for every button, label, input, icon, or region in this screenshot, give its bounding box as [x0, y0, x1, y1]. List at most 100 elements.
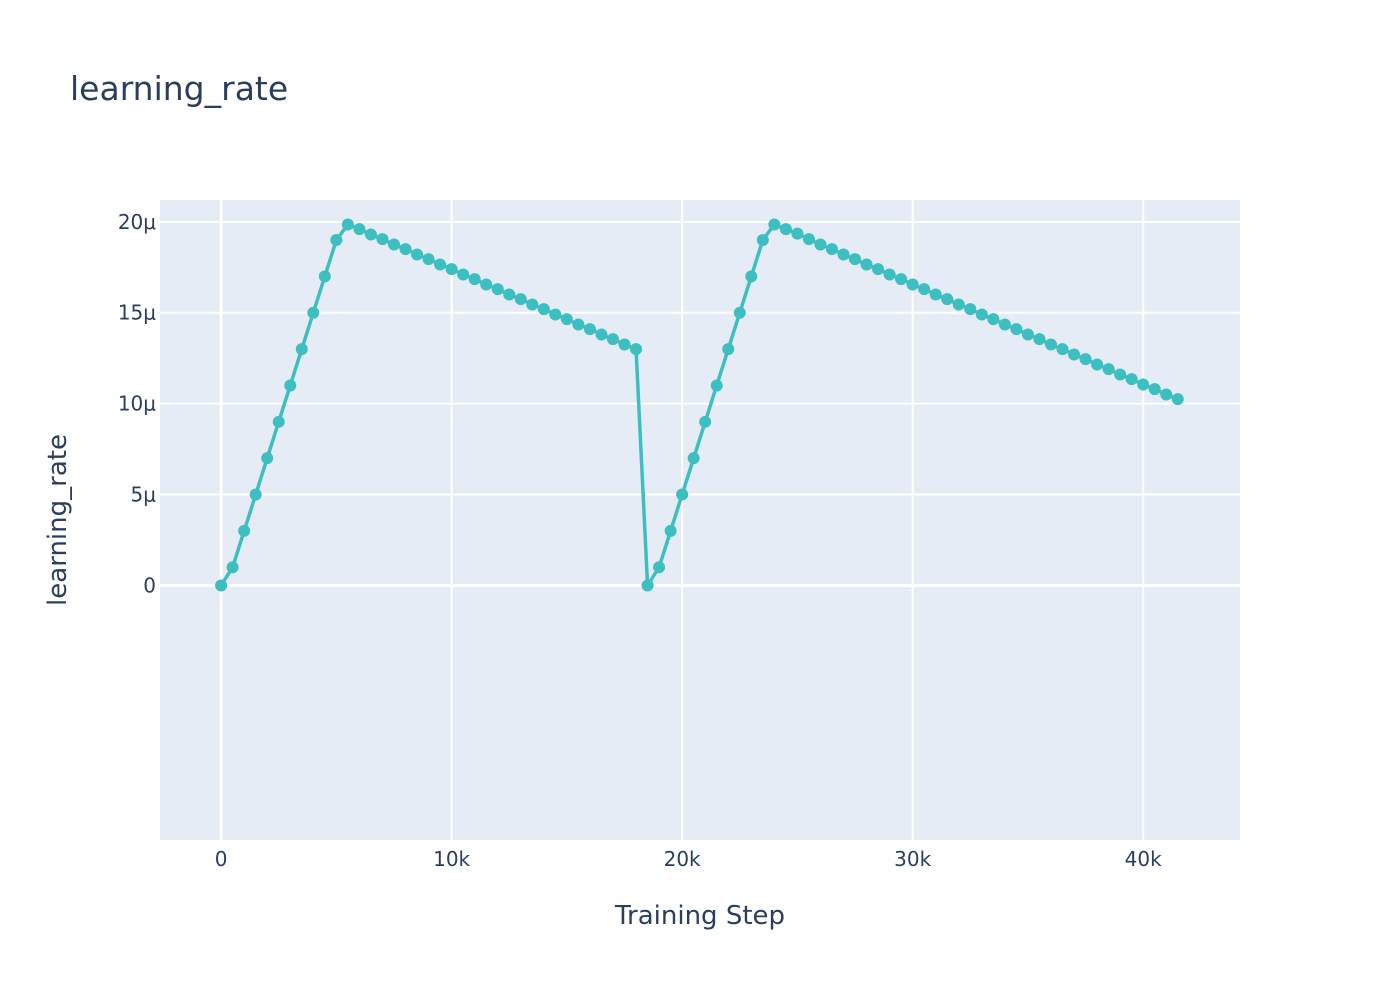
y-axis-title: learning_rate [43, 434, 73, 606]
data-point [399, 243, 412, 256]
data-point [422, 253, 435, 266]
data-point [964, 303, 977, 316]
data-point [872, 263, 885, 276]
data-point [918, 283, 931, 296]
data-point [733, 306, 746, 319]
y-tick-label: 10μ [118, 392, 156, 416]
data-point [849, 253, 862, 266]
data-point [560, 313, 573, 326]
data-point [353, 223, 366, 236]
data-point [906, 278, 919, 291]
data-point [825, 243, 838, 256]
data-point [653, 561, 666, 574]
data-point [1171, 393, 1184, 406]
data-point [457, 268, 470, 281]
data-point [480, 278, 493, 291]
data-point [330, 234, 343, 246]
y-tick-label: 15μ [118, 301, 156, 325]
data-point [1079, 353, 1092, 366]
y-tick-label: 5μ [131, 483, 157, 507]
data-point [572, 318, 585, 331]
data-point [779, 223, 792, 236]
data-point [284, 379, 297, 392]
data-point [895, 273, 908, 286]
data-point [699, 415, 712, 428]
data-point [549, 308, 562, 321]
data-point [952, 298, 965, 311]
data-point [998, 318, 1011, 331]
data-point [676, 488, 689, 501]
chart-title: learning_rate [70, 69, 288, 108]
data-point [860, 258, 873, 271]
data-series [215, 218, 1184, 592]
data-point [491, 283, 504, 296]
data-point [307, 306, 320, 319]
data-point [514, 293, 527, 306]
data-point [929, 288, 942, 301]
tick-labels: 0 10k 20k 30k 40k 0 5μ 10μ 15μ 20μ [118, 210, 1162, 871]
data-point [318, 270, 331, 283]
data-point [376, 233, 389, 246]
data-point [341, 218, 354, 231]
data-point [537, 303, 550, 316]
data-point [1114, 368, 1127, 381]
data-point [1021, 328, 1034, 341]
data-point [941, 293, 954, 306]
data-point [802, 233, 815, 246]
data-point [364, 228, 377, 241]
data-point [630, 343, 643, 356]
data-point [618, 338, 631, 351]
data-point [468, 273, 481, 286]
data-point [411, 248, 424, 261]
data-point [1091, 358, 1104, 371]
data-point [1148, 383, 1161, 396]
data-point [1068, 348, 1081, 361]
data-point [238, 524, 251, 537]
data-point [664, 524, 677, 537]
data-point [595, 328, 608, 341]
data-point [1056, 343, 1069, 356]
data-point [434, 258, 447, 271]
data-point [249, 488, 262, 501]
x-tick-label: 40k [1125, 847, 1162, 871]
data-point [756, 234, 769, 246]
data-point [1033, 333, 1046, 346]
data-point [641, 579, 654, 592]
y-tick-label: 0 [143, 573, 156, 597]
data-point [606, 333, 619, 346]
data-point [1160, 388, 1173, 401]
data-point [687, 452, 700, 465]
data-point [1044, 338, 1057, 351]
data-point [526, 298, 539, 311]
data-point [295, 343, 308, 356]
x-tick-label: 30k [894, 847, 931, 871]
plot-area [160, 200, 1240, 840]
data-point [710, 379, 723, 392]
data-point [883, 268, 896, 281]
data-point [261, 452, 274, 465]
data-point [745, 270, 758, 283]
data-point [445, 263, 458, 276]
y-tick-label: 20μ [118, 210, 156, 234]
data-point [583, 323, 596, 336]
data-point [987, 313, 1000, 326]
data-point [975, 308, 988, 321]
data-point [837, 248, 850, 261]
data-point [1137, 378, 1150, 391]
data-point [215, 579, 228, 592]
x-tick-label: 10k [433, 847, 470, 871]
data-point [791, 227, 804, 240]
data-point [1102, 363, 1115, 376]
data-point [226, 561, 239, 574]
data-point [722, 343, 735, 356]
data-point [387, 238, 400, 251]
grid-lines [160, 200, 1240, 840]
data-point [503, 288, 516, 301]
data-point [1010, 323, 1023, 336]
x-axis-title: Training Step [614, 901, 785, 931]
x-tick-label: 20k [664, 847, 701, 871]
data-point [768, 218, 781, 231]
data-point [1125, 373, 1138, 386]
